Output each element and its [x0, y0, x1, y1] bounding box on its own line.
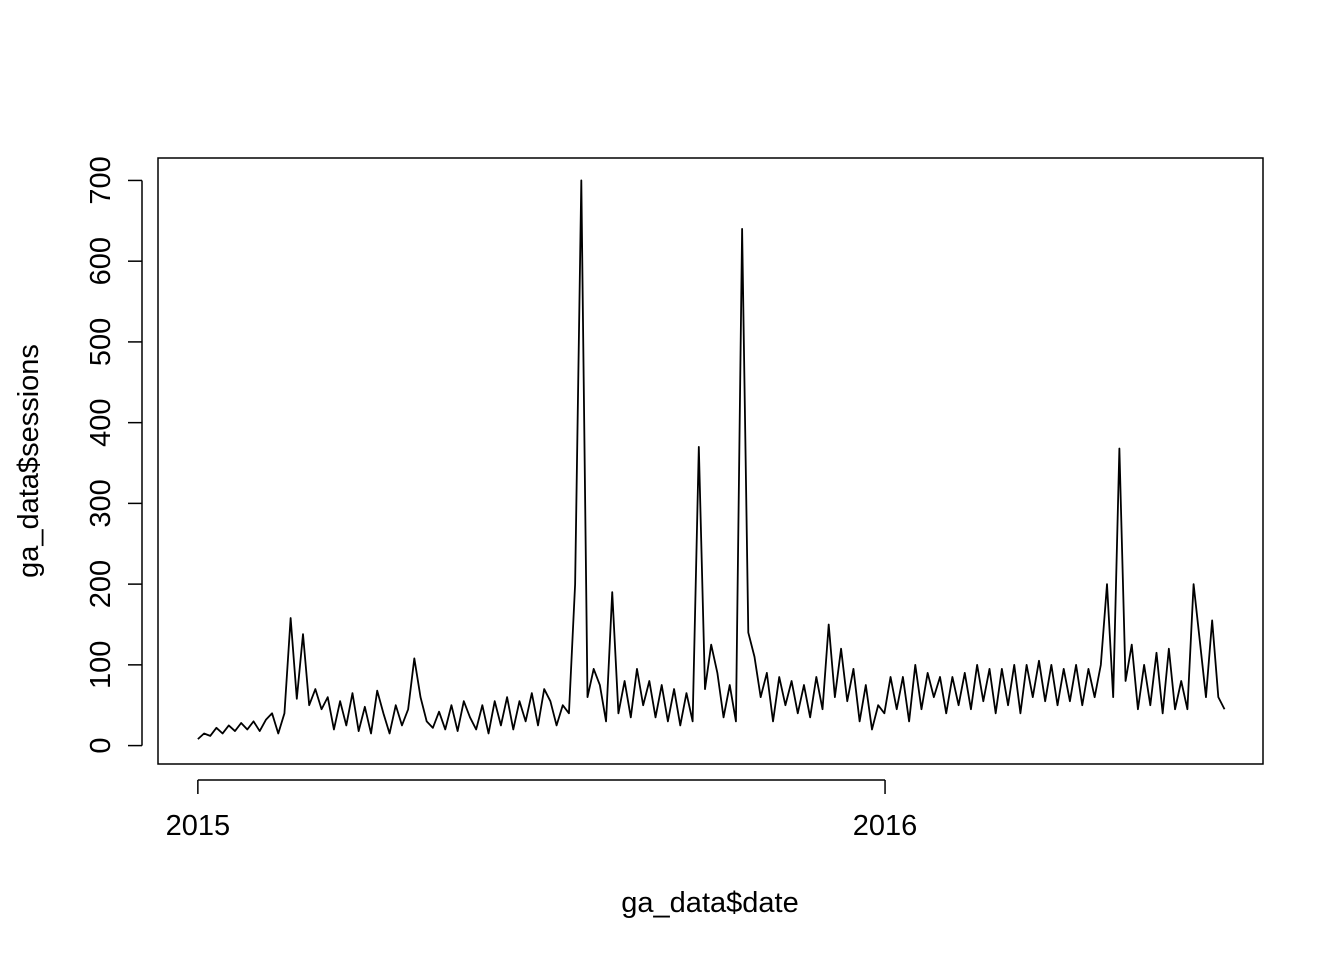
y-tick-label: 500	[85, 318, 117, 366]
y-tick-label: 600	[85, 237, 117, 285]
y-tick-label: 300	[85, 479, 117, 527]
y-tick-label: 200	[85, 560, 117, 608]
y-axis-title: ga_data$sessions	[13, 344, 45, 578]
data-line	[197, 179, 1226, 740]
x-axis-title: ga_data$date	[621, 887, 798, 919]
x-tick-label: 2016	[853, 810, 918, 842]
y-tick-label: 100	[85, 641, 117, 689]
y-tick-label: 700	[85, 156, 117, 204]
y-tick-label: 0	[85, 738, 117, 754]
plot-box	[157, 157, 1264, 765]
x-tick-label: 2015	[166, 810, 231, 842]
y-tick-label: 400	[85, 398, 117, 446]
